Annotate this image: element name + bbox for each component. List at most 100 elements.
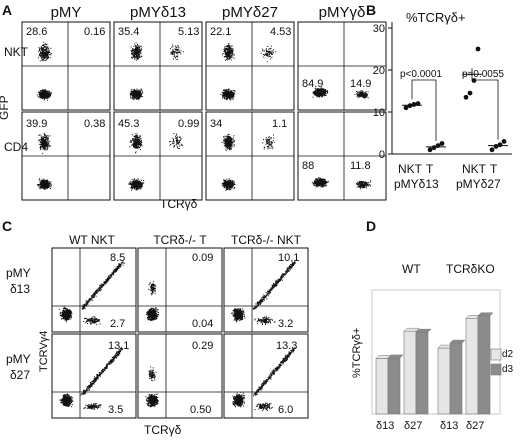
quadrant-value: 88: [302, 160, 315, 172]
panel-a-row-label: CD4: [4, 140, 29, 154]
scatter-dots: [354, 90, 369, 99]
panel-label-a: A: [2, 2, 13, 18]
quadrant-value: 45.3: [118, 118, 140, 130]
scatter-dots: [312, 87, 329, 98]
group-label: WT: [402, 262, 421, 276]
quadrant-value: 4.53: [270, 26, 292, 38]
scatter-dots: [221, 43, 235, 61]
panel-label-c: C: [2, 218, 13, 234]
panel-a-x-axis-label: TCRγδ: [160, 197, 198, 211]
data-point: [403, 105, 409, 111]
scatter-dots: [260, 45, 277, 63]
x-tick-label: NKT: [462, 162, 486, 176]
scatter-dots: [38, 132, 51, 154]
quadrant-value: 84.9: [302, 78, 324, 90]
quadrant-value: 1.1: [272, 118, 288, 130]
panel-c-row-label: δ27: [10, 368, 31, 382]
quadrant-value: 0.16: [84, 26, 106, 38]
scatter-dots: [220, 88, 236, 101]
scatter-dots: [355, 180, 372, 190]
quadrant-value: 8.5: [110, 252, 126, 264]
bar-top: [449, 339, 466, 344]
scatter-dots: [129, 133, 143, 154]
quadrant-value: 14.9: [350, 78, 372, 90]
quadrant-value: 13.3: [276, 340, 298, 352]
data-point: [463, 94, 469, 100]
flow-plot-frame: [223, 333, 309, 419]
quadrant-value: 0.50: [190, 404, 212, 416]
scatter-dots: [254, 402, 273, 412]
group-label: TCRδKO: [446, 262, 495, 276]
panel-c-row-label: δ13: [10, 282, 31, 296]
scatter-dots: [311, 177, 329, 188]
quadrant-value: 0.38: [84, 118, 106, 130]
scatter-dots: [148, 281, 157, 296]
bar: [415, 331, 429, 415]
panel-c-col-header: TCRδ-/- NKT: [230, 233, 301, 247]
bar-top: [477, 312, 494, 317]
quadrant-value: 10.1: [278, 252, 300, 264]
panel-c-col-header: WT NKT: [69, 233, 115, 247]
data-point: [501, 139, 507, 144]
quadrant-value: 28.6: [26, 26, 48, 38]
x-tick-label: T: [426, 162, 434, 176]
bar: [465, 317, 479, 415]
scatter-dots: [148, 366, 157, 382]
y-tick-label: 10: [373, 107, 385, 119]
scatter-dots: [36, 89, 52, 101]
panel-label-b: B: [366, 2, 377, 18]
panel-a-y-axis-label: GFP: [0, 95, 11, 120]
bar: [403, 330, 417, 415]
data-point: [439, 141, 445, 146]
scatter-dots: [58, 305, 73, 323]
data-point: [497, 142, 503, 148]
scatter-dots: [36, 178, 52, 190]
bar: [449, 342, 463, 415]
data-point: [475, 46, 481, 52]
flow-plot-frame: [137, 333, 223, 419]
x-tick-label: T: [490, 162, 498, 176]
scatter-dots: [169, 44, 185, 61]
scatter-dots: [221, 178, 236, 191]
quadrant-value: 5.13: [178, 26, 200, 38]
legend-swatch-d2: [490, 348, 502, 361]
significance-bracket: [471, 68, 499, 140]
scatter-dots: [80, 347, 123, 396]
panel-a-col-header: pMYγδ: [318, 4, 366, 21]
panel-c-row-label: pMY: [6, 266, 31, 280]
panel-a-row-label: NKT: [4, 45, 28, 59]
legend-label-d2: d2: [502, 349, 514, 360]
panel-a-col-header: pMY: [50, 4, 82, 21]
panel-c-x-axis-label: TCRγδ: [144, 423, 182, 437]
quadrant-value: 0.29: [192, 340, 214, 352]
quadrant-value: 11.8: [350, 160, 371, 172]
x-tick-label: δ13: [440, 420, 459, 432]
data-point: [411, 102, 417, 107]
panel-c-row-label: pMY: [6, 352, 31, 366]
x-tick-label: δ27: [404, 420, 423, 432]
scatter-dots: [81, 260, 125, 310]
panel-label-d: D: [366, 218, 377, 234]
scatter-dots: [253, 347, 296, 397]
group-label: pMYδ27: [456, 177, 501, 191]
quadrant-value: 39.9: [26, 118, 48, 130]
bar: [375, 358, 389, 415]
quadrant-value: 0.99: [178, 118, 200, 130]
scatter-dots: [129, 88, 144, 101]
quadrant-value: 6.0: [278, 404, 294, 416]
panel-a-col-header: pMYδ27: [222, 4, 278, 21]
x-tick-label: δ27: [466, 420, 485, 432]
quadrant-value: 22.1: [210, 26, 232, 38]
data-point: [489, 147, 495, 153]
data-point: [467, 90, 473, 96]
quadrant-value: 3.2: [278, 318, 294, 330]
scatter-dots: [38, 41, 52, 62]
quadrant-value: 0.04: [192, 318, 214, 330]
panel-c-y-axis-label: TCRVγ4: [38, 330, 50, 372]
scatter-dots: [262, 134, 275, 150]
group-label: pMYδ13: [394, 177, 439, 191]
bar: [437, 347, 451, 415]
scatter-dots: [145, 393, 159, 408]
flow-plot-frame: [51, 247, 137, 333]
